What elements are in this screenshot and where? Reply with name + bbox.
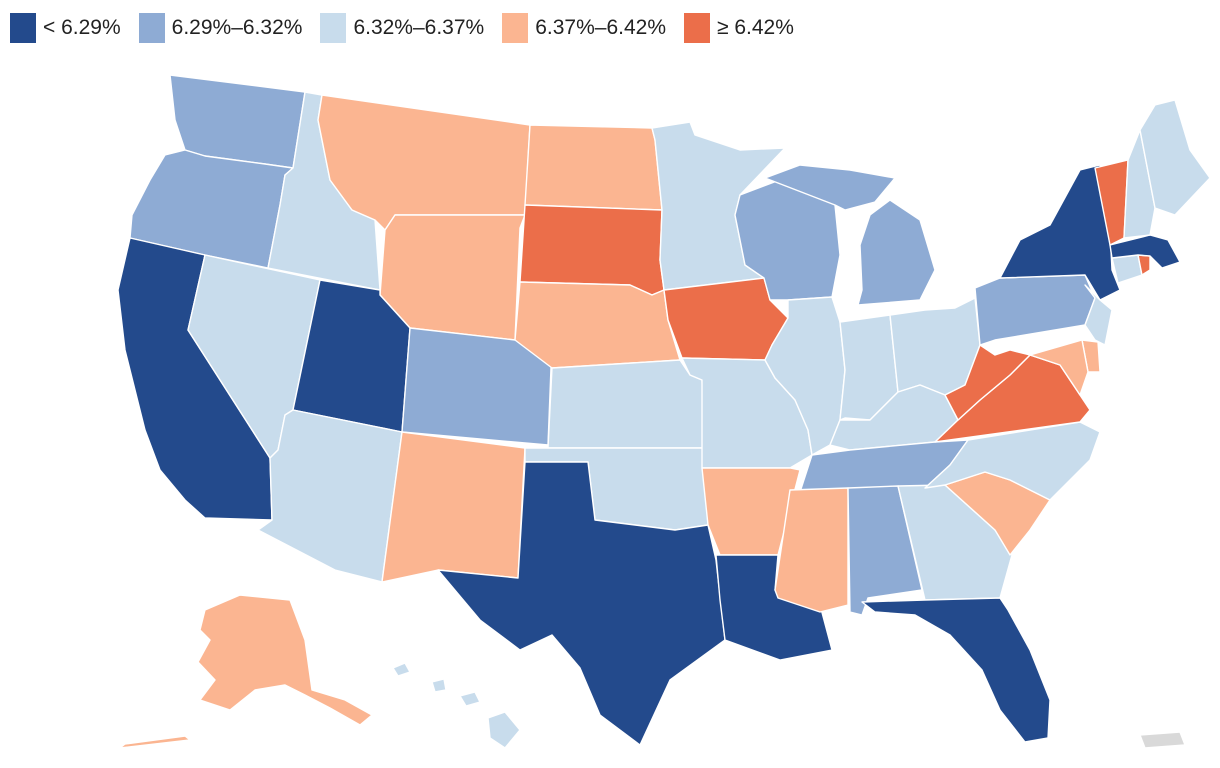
legend-item-below-629: < 6.29% — [10, 13, 121, 43]
state-kansas[interactable] — [547, 359, 706, 449]
legend-swatch — [502, 13, 529, 43]
legend-item-629-632: 6.29%–6.32% — [138, 13, 303, 43]
state-south-dakota[interactable] — [519, 204, 665, 296]
legend-label: ≥ 6.42% — [717, 16, 794, 39]
legend-item-637-642: 6.37%–6.42% — [502, 13, 666, 43]
legend-swatch — [138, 13, 165, 43]
state-new-hampshire[interactable] — [1123, 129, 1156, 239]
state-maryland[interactable] — [1029, 339, 1089, 396]
state-michigan[interactable] — [764, 164, 936, 306]
state-west-virginia[interactable] — [944, 344, 1031, 421]
state-maine[interactable] — [1139, 99, 1211, 216]
legend-swatch — [684, 13, 710, 43]
state-louisiana[interactable] — [715, 554, 833, 661]
state-florida[interactable] — [861, 597, 1051, 743]
legend-label: < 6.29% — [43, 16, 121, 39]
state-new-mexico[interactable] — [381, 431, 526, 583]
state-colorado[interactable] — [401, 327, 553, 446]
state-alaska[interactable] — [119, 594, 373, 749]
state-texas[interactable] — [437, 461, 726, 746]
state-pennsylvania[interactable] — [974, 274, 1096, 346]
state-north-carolina[interactable] — [924, 421, 1101, 501]
state-massachusetts[interactable] — [1109, 234, 1181, 269]
state-north-dakota[interactable] — [524, 124, 663, 211]
state-nebraska[interactable] — [514, 281, 681, 369]
state-hawaii[interactable] — [392, 662, 521, 749]
legend-item-632-637: 6.32%–6.37% — [320, 13, 484, 43]
state-new-jersey[interactable] — [1084, 284, 1113, 346]
legend: < 6.29% 6.29%–6.32% 6.32%–6.37% 6.37%–6.… — [10, 12, 812, 44]
territory-puerto-rico[interactable] — [1139, 731, 1186, 749]
legend-label: 6.32%–6.37% — [353, 16, 485, 39]
legend-swatch — [10, 13, 36, 43]
legend-swatch — [320, 13, 347, 43]
state-connecticut[interactable] — [1111, 254, 1143, 284]
legend-label: 6.29%–6.32% — [171, 16, 303, 39]
legend-label: 6.37%–6.42% — [535, 16, 666, 39]
legend-item-above-642: ≥ 6.42% — [684, 13, 794, 43]
